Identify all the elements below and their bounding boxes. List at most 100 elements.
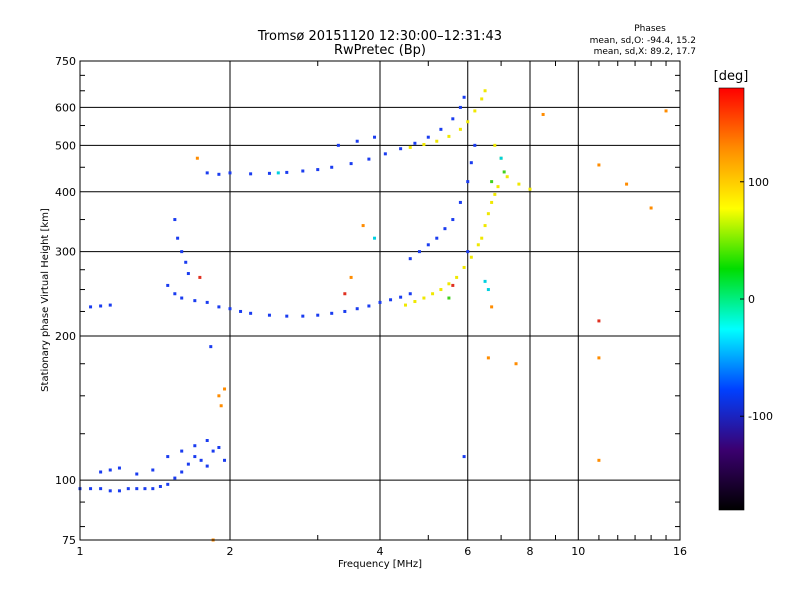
x-tick-label: 1 [77,545,84,558]
data-point [239,309,243,313]
y-axis-label: Stationary phase Virtual Height [km] [40,208,51,392]
data-point [462,455,466,459]
data-point [486,212,490,216]
data-point [209,345,213,349]
data-point [373,236,377,240]
data-point [426,135,430,139]
data-point [462,265,466,269]
data-point [343,309,347,313]
data-point [403,303,407,307]
data-point [285,314,289,318]
data-point [473,109,477,113]
colorbar-tick-label: 100 [748,176,769,189]
series-points [408,143,477,261]
phases-o-stats: mean, sd,O: -94.4, 15.2 [590,36,696,46]
data-point [193,455,197,459]
series-points [408,89,503,160]
data-point [435,139,439,143]
data-point [541,112,545,116]
data-point [480,97,484,101]
data-point [301,169,305,173]
data-point [184,260,188,264]
data-point [117,466,121,470]
data-point [528,187,532,191]
data-point [108,468,112,472]
series-points [198,275,601,323]
data-point [199,458,203,462]
data-point [649,206,653,210]
colorbar-label: [deg] [714,69,749,84]
data-point [99,470,103,474]
data-point [373,135,377,139]
data-point [158,484,162,488]
data-point [126,487,130,491]
y-tick-label: 400 [55,186,76,199]
data-point [223,458,227,462]
data-point [211,449,215,453]
phases-x-stats: mean, sd,X: 89.2, 17.7 [594,47,696,57]
data-point [435,236,439,240]
colorbar [718,87,745,511]
data-point [355,307,359,311]
data-point [439,288,443,292]
data-point [408,257,412,261]
data-point [151,487,155,491]
data-point [89,305,93,309]
data-point [367,157,371,161]
data-point [378,300,382,304]
data-point [486,356,490,360]
y-tick-label: 600 [55,101,76,114]
data-point [502,170,506,174]
data-point [458,127,462,131]
data-point [316,168,320,172]
data-point [490,200,494,204]
data-points [78,89,668,542]
x-tick-label: 2 [227,545,234,558]
data-point [443,227,447,231]
data-point [135,472,139,476]
data-point [447,296,451,300]
data-point [89,487,93,491]
y-tick-label: 750 [55,55,76,68]
data-point [195,156,199,160]
data-point [217,305,221,309]
data-point [217,172,221,176]
data-point [462,95,466,99]
x-tick-label: 6 [464,545,471,558]
data-point [455,275,459,279]
data-point [219,404,223,408]
data-point [176,236,180,240]
data-point [217,445,221,449]
data-point [451,117,455,121]
colorbar-ticks: 100 0 -100 [740,176,773,423]
data-point [496,185,500,189]
data-point [301,314,305,318]
y-tick-label: 100 [55,474,76,487]
data-point [186,272,190,276]
data-point [173,218,177,222]
data-point [166,455,170,459]
data-point [483,224,487,228]
data-point [505,175,509,179]
data-point [476,243,480,247]
data-point [285,170,289,174]
grid-lines [80,61,680,540]
data-point [193,299,197,303]
chart-subtitle: RwPretec (Bp) [334,43,426,58]
data-point [249,172,253,176]
series-points [78,439,227,493]
series-points [205,95,466,176]
data-point [228,171,232,175]
data-point [330,311,334,315]
data-point [469,255,473,259]
data-point [180,449,184,453]
data-point [466,180,470,184]
y-tick-label: 200 [55,330,76,343]
data-point [367,304,371,308]
data-point [466,250,470,254]
data-point [205,464,209,468]
data-point [205,300,209,304]
data-point [205,171,209,175]
data-point [480,236,484,240]
